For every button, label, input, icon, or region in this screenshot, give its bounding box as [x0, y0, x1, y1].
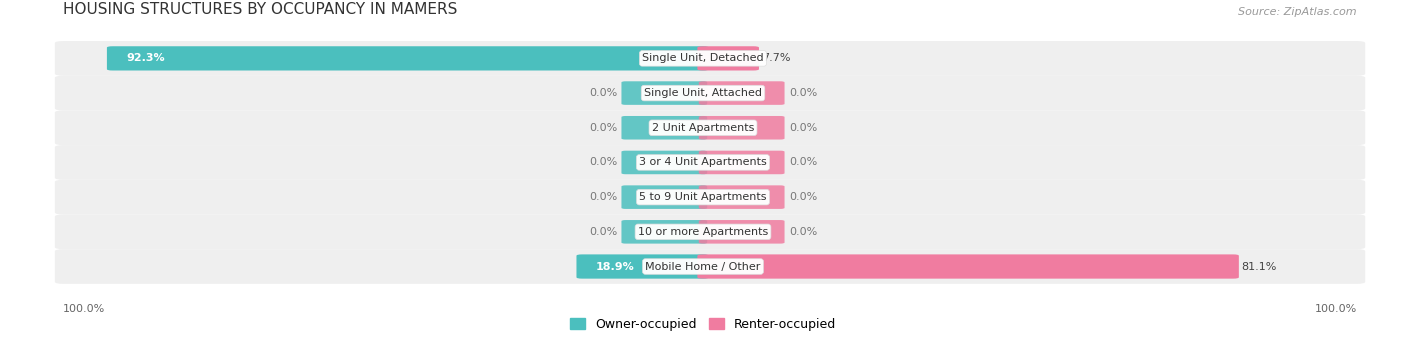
Text: 0.0%: 0.0%	[789, 88, 817, 98]
Text: 81.1%: 81.1%	[1241, 262, 1277, 272]
Text: Mobile Home / Other: Mobile Home / Other	[645, 262, 761, 272]
Text: 0.0%: 0.0%	[789, 157, 817, 168]
Text: Single Unit, Attached: Single Unit, Attached	[644, 88, 762, 98]
Text: 100.0%: 100.0%	[1315, 304, 1357, 314]
Text: 0.0%: 0.0%	[789, 192, 817, 202]
Text: 5 to 9 Unit Apartments: 5 to 9 Unit Apartments	[640, 192, 766, 202]
Text: 0.0%: 0.0%	[789, 227, 817, 237]
Text: 2 Unit Apartments: 2 Unit Apartments	[652, 123, 754, 133]
Text: 7.7%: 7.7%	[762, 53, 790, 63]
Text: Single Unit, Detached: Single Unit, Detached	[643, 53, 763, 63]
Text: 0.0%: 0.0%	[589, 123, 617, 133]
Text: 0.0%: 0.0%	[589, 227, 617, 237]
Text: 0.0%: 0.0%	[589, 157, 617, 168]
Text: 100.0%: 100.0%	[63, 304, 105, 314]
Text: Source: ZipAtlas.com: Source: ZipAtlas.com	[1239, 7, 1357, 17]
Text: 18.9%: 18.9%	[596, 262, 636, 272]
Text: 3 or 4 Unit Apartments: 3 or 4 Unit Apartments	[640, 157, 766, 168]
Text: 10 or more Apartments: 10 or more Apartments	[638, 227, 768, 237]
Text: 0.0%: 0.0%	[589, 192, 617, 202]
Legend: Owner-occupied, Renter-occupied: Owner-occupied, Renter-occupied	[565, 313, 841, 336]
Text: 92.3%: 92.3%	[127, 53, 166, 63]
Text: 0.0%: 0.0%	[589, 88, 617, 98]
Text: 0.0%: 0.0%	[789, 123, 817, 133]
Text: HOUSING STRUCTURES BY OCCUPANCY IN MAMERS: HOUSING STRUCTURES BY OCCUPANCY IN MAMER…	[63, 2, 457, 17]
